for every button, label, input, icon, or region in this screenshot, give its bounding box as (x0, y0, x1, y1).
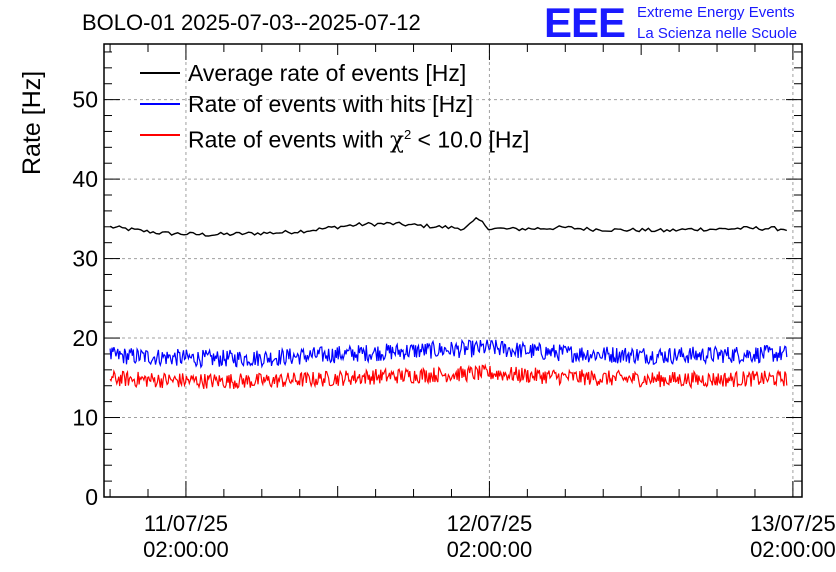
plot-frame (103, 43, 803, 498)
legend-swatch-blue (140, 103, 180, 105)
logo-line-2: La Scienza nelle Scuole (637, 25, 798, 42)
x-tick-label-time: 02:00:00 (143, 537, 229, 562)
x-tick-label-time: 02:00:00 (750, 537, 836, 562)
chart-title: BOLO-01 2025-07-03--2025-07-12 (82, 10, 421, 35)
legend-chi2-suffix: < 10.0 [Hz] (411, 126, 530, 153)
legend-swatch-black (140, 72, 180, 74)
legend-chi-exponent: 2 (403, 127, 412, 142)
y-tick-label: 0 (85, 484, 98, 510)
y-tick-label: 30 (72, 246, 98, 272)
legend-swatch-red (140, 134, 180, 136)
y-tick-label: 50 (72, 87, 98, 113)
legend-chi2-prefix: Rate of events with (188, 126, 390, 153)
series-line-3 (109, 363, 788, 390)
y-tick-label: 20 (72, 325, 98, 351)
legend-label-hits: Rate of events with hits [Hz] (188, 91, 474, 117)
y-tick-label: 40 (72, 166, 98, 192)
x-tick-label-date: 13/07/25 (750, 511, 836, 536)
y-tick-label: 10 (72, 405, 98, 431)
series-line-2 (109, 338, 788, 369)
series-line-1 (109, 216, 788, 237)
logo-line-1: Extreme Energy Events (637, 4, 795, 21)
legend-label-chi2: Rate of events with χ2 < 10.0 [Hz] (188, 120, 529, 156)
legend-label-average: Average rate of events [Hz] (188, 60, 467, 86)
eee-logo: EEE (544, 0, 626, 46)
x-tick-label-date: 12/07/25 (447, 511, 533, 536)
x-tick-label-date: 11/07/25 (144, 511, 228, 536)
legend-chi-symbol: χ (390, 127, 404, 154)
x-tick-label-time: 02:00:00 (447, 537, 533, 562)
